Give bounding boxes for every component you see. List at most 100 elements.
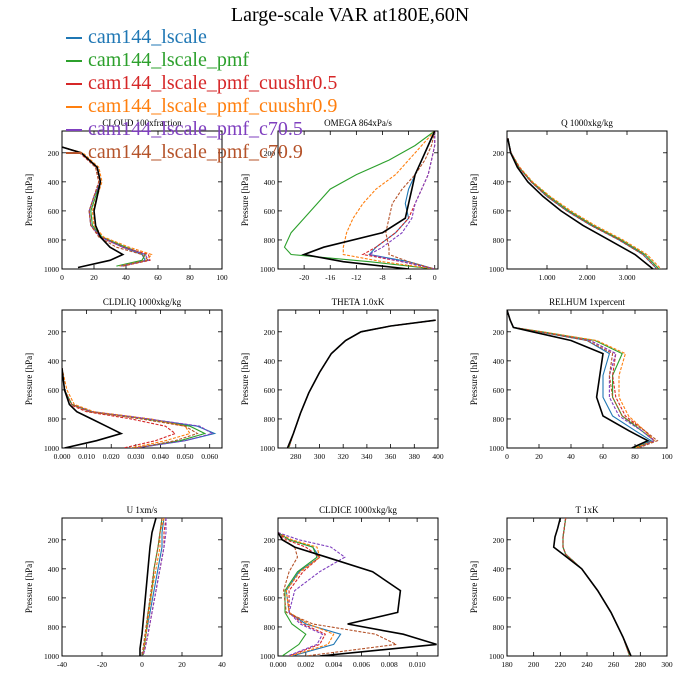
- series-line: [507, 138, 662, 269]
- x-tick-label: 320: [338, 452, 350, 461]
- y-tick-label: 1000: [260, 444, 275, 453]
- series-line: [562, 518, 631, 656]
- legend-swatch: [66, 59, 82, 62]
- legend-item: cam144_lscale_pmf_c70.5: [66, 118, 337, 141]
- x-tick-label: 0.020: [103, 452, 120, 461]
- series-line: [142, 518, 167, 656]
- x-tick-label: 0.060: [201, 452, 218, 461]
- legend-item: cam144_lscale_pmf_cuushr0.9: [66, 95, 337, 118]
- y-axis-label: Pressure [hPa]: [240, 561, 250, 613]
- y-tick-label: 600: [493, 386, 505, 395]
- y-tick-label: 200: [48, 536, 60, 545]
- y-tick-label: 1000: [44, 265, 59, 274]
- series-line: [62, 146, 153, 267]
- y-tick-label: 600: [264, 594, 276, 603]
- y-tick-label: 1000: [260, 652, 275, 661]
- legend-swatch: [66, 82, 82, 85]
- series-line: [62, 367, 191, 448]
- legend-swatch: [66, 105, 82, 108]
- series-line: [62, 146, 150, 267]
- series-line: [562, 518, 631, 656]
- y-tick-label: 1000: [489, 265, 504, 274]
- series-line: [278, 532, 399, 656]
- x-tick-label: 240: [581, 660, 593, 669]
- series-line: [507, 138, 658, 269]
- legend-item: cam144_lscale_pmf_c70.9: [66, 141, 337, 164]
- plot-frame: [506, 130, 668, 270]
- y-tick-label: 800: [493, 236, 505, 245]
- plot-frame: [61, 130, 223, 270]
- x-tick-label: 380: [409, 452, 421, 461]
- x-tick-label: 0.002: [297, 660, 314, 669]
- series-line: [278, 532, 318, 656]
- y-tick-label: 400: [493, 565, 505, 574]
- x-tick-label: -20: [299, 273, 309, 282]
- x-tick-label: 0.004: [325, 660, 342, 669]
- plot-frame: [277, 517, 439, 657]
- x-tick-label: 0.050: [177, 452, 194, 461]
- series-line: [507, 310, 650, 448]
- legend-label: cam144_lscale_pmf_c70.9: [88, 141, 303, 163]
- y-axis-label: Pressure [hPa]: [24, 561, 34, 613]
- y-tick-label: 800: [264, 623, 276, 632]
- y-tick-label: 800: [264, 236, 276, 245]
- x-tick-label: 0.010: [78, 452, 95, 461]
- series-line: [562, 518, 631, 656]
- y-tick-label: 200: [48, 149, 60, 158]
- y-tick-label: 200: [264, 536, 276, 545]
- panel-title: RELHUM 1xpercent: [549, 297, 625, 307]
- y-tick-label: 200: [493, 536, 505, 545]
- x-tick-label: 40: [218, 660, 226, 669]
- series-line: [507, 310, 656, 448]
- y-tick-label: 1000: [489, 652, 504, 661]
- series-line: [288, 319, 436, 448]
- chart-panel: RELHUM 1xpercent Pressure [hPa] 0 20 40 60 80 1…: [469, 297, 673, 461]
- y-tick-label: 1000: [44, 444, 59, 453]
- x-tick-label: 260: [608, 660, 620, 669]
- x-tick-label: 0.010: [409, 660, 426, 669]
- x-tick-label: -8: [379, 273, 385, 282]
- chart-panel: THETA 1.0xK Pressure [hPa] 280 300 320 340 360…: [240, 297, 444, 461]
- y-axis-label: Pressure [hPa]: [240, 174, 250, 226]
- y-tick-label: 400: [264, 178, 276, 187]
- series-line: [288, 319, 436, 448]
- y-tick-label: 800: [48, 236, 60, 245]
- legend-swatch: [66, 151, 82, 154]
- x-tick-label: 20: [178, 660, 186, 669]
- y-tick-label: 600: [264, 386, 276, 395]
- series-line: [286, 319, 436, 448]
- series-line: [552, 518, 632, 656]
- panel-title: T 1xK: [575, 505, 599, 515]
- series-line: [288, 319, 436, 448]
- x-tick-label: 0.006: [353, 660, 370, 669]
- panel-title: Q 1000xkg/kg: [561, 118, 613, 128]
- panel-title: CLOUD 100xfraction: [102, 118, 182, 128]
- y-tick-label: 400: [264, 565, 276, 574]
- y-tick-label: 400: [48, 565, 60, 574]
- legend-label: cam144_lscale_pmf: [88, 49, 250, 71]
- series-line: [278, 532, 335, 656]
- plot-frame: [506, 309, 668, 449]
- x-tick-label: -40: [57, 660, 67, 669]
- legend-label: cam144_lscale_pmf_cuushr0.5: [88, 72, 338, 94]
- x-tick-label: 100: [216, 273, 228, 282]
- x-tick-label: 80: [186, 273, 194, 282]
- y-axis-label: Pressure [hPa]: [24, 353, 34, 405]
- legend-swatch: [66, 36, 82, 39]
- x-tick-label: 300: [314, 452, 326, 461]
- y-axis-label: Pressure [hPa]: [469, 561, 479, 613]
- series-line: [367, 131, 436, 269]
- x-tick-label: 20: [90, 273, 98, 282]
- series-line: [142, 518, 165, 656]
- series-line: [562, 518, 631, 656]
- x-tick-label: 60: [599, 452, 607, 461]
- x-tick-label: 0.000: [270, 660, 287, 669]
- y-tick-label: 800: [493, 623, 505, 632]
- series-line: [278, 532, 437, 656]
- panel-title: THETA 1.0xK: [332, 297, 385, 307]
- y-tick-label: 1000: [260, 265, 275, 274]
- x-tick-label: 280: [635, 660, 647, 669]
- y-tick-label: 200: [264, 149, 276, 158]
- x-tick-label: 340: [361, 452, 373, 461]
- y-tick-label: 800: [493, 415, 505, 424]
